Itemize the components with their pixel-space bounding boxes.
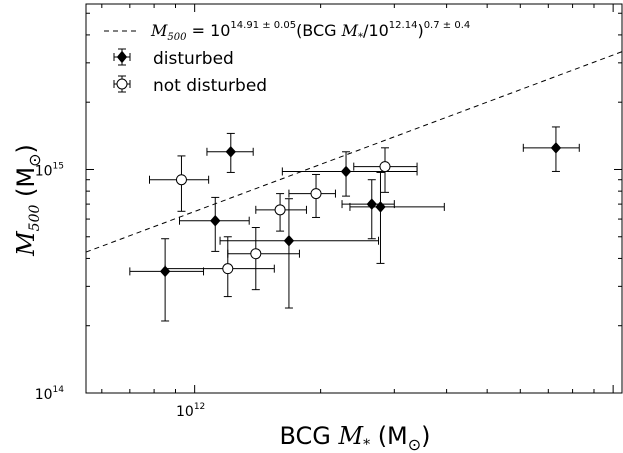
legend-disturbed-marker [113,48,131,66]
x-axis-label: BCG M* (M⊙) [279,422,430,453]
legend: M500 = 1014.91 ± 0.05(BCG M*/1012.14)0.7… [104,20,470,96]
disturbed-point [281,151,418,197]
not-disturbed-point [353,147,418,193]
circle-marker [250,248,262,260]
y-axis-label: M500 (M⊙) [12,144,44,257]
disturbed-point [349,171,445,264]
not-disturbed-point [148,155,210,212]
minor-ticks [86,4,622,394]
not-disturbed-point [164,236,275,298]
diamond-marker [375,201,386,213]
circle-marker [175,174,187,186]
circle-marker [274,204,286,216]
plot-frame [85,3,623,394]
diamond-marker [340,165,352,178]
circle-marker [379,161,391,173]
diamond-marker [366,198,377,210]
legend-not-disturbed-label: not disturbed [153,76,267,96]
disturbed-point [522,126,580,172]
not-disturbed-point [288,173,336,218]
y-tick-label: 1015 [35,161,64,179]
diamond-marker [225,146,236,158]
legend-disturbed-label: disturbed [153,49,234,69]
circle-marker [310,188,322,200]
diamond-marker [283,234,295,247]
disturbed-point [178,196,250,252]
x-tick-label: 1012 [176,402,205,420]
not-disturbed-point [227,227,300,291]
circle-marker [222,263,234,275]
data-points [129,126,580,322]
legend-fit-line-label: M500 = 1014.91 ± 0.05(BCG M*/1012.14)0.7… [150,20,470,43]
y-tick-label: 1014 [35,385,65,403]
diamond-marker [210,214,221,227]
legend-not-disturbed-marker [113,75,131,93]
disturbed-point [206,132,254,173]
not-disturbed-point [255,193,307,232]
disturbed-point [129,238,205,322]
tick-labels: 1012 1014 1015 [35,161,206,420]
diamond-marker [550,142,562,154]
